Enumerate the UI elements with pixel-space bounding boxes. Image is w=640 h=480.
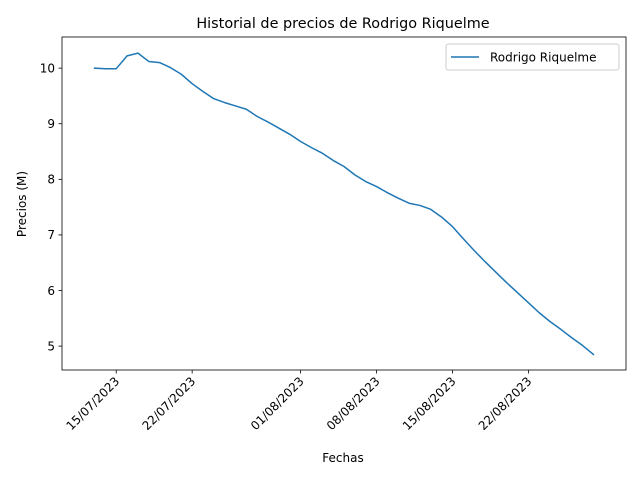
chart-title: Historial de precios de Rodrigo Riquelme	[196, 16, 489, 32]
x-tick-label: 22/07/2023	[140, 374, 199, 433]
y-tick-label: 6	[47, 284, 55, 298]
y-axis-label: Precios (M)	[15, 171, 29, 237]
series-line-0	[93, 52, 595, 356]
x-tick-label: 15/08/2023	[400, 374, 459, 433]
y-tick-label: 8	[47, 173, 55, 187]
x-tick-label: 01/08/2023	[248, 374, 307, 433]
legend-label: Rodrigo Riquelme	[490, 51, 596, 65]
x-tick-label: 15/07/2023	[64, 374, 123, 433]
y-tick-label: 9	[47, 117, 55, 131]
x-tick-label: 22/08/2023	[476, 374, 535, 433]
plot-area	[62, 37, 626, 370]
y-tick-label: 7	[47, 228, 55, 242]
x-tick-label: 08/08/2023	[324, 374, 383, 433]
legend-box	[445, 43, 620, 71]
y-tick-label: 5	[47, 339, 55, 353]
plot-frame	[61, 36, 627, 371]
x-axis-label: Fechas	[322, 451, 363, 465]
legend: Rodrigo Riquelme	[445, 43, 620, 71]
y-tick-label: 10	[40, 61, 55, 75]
